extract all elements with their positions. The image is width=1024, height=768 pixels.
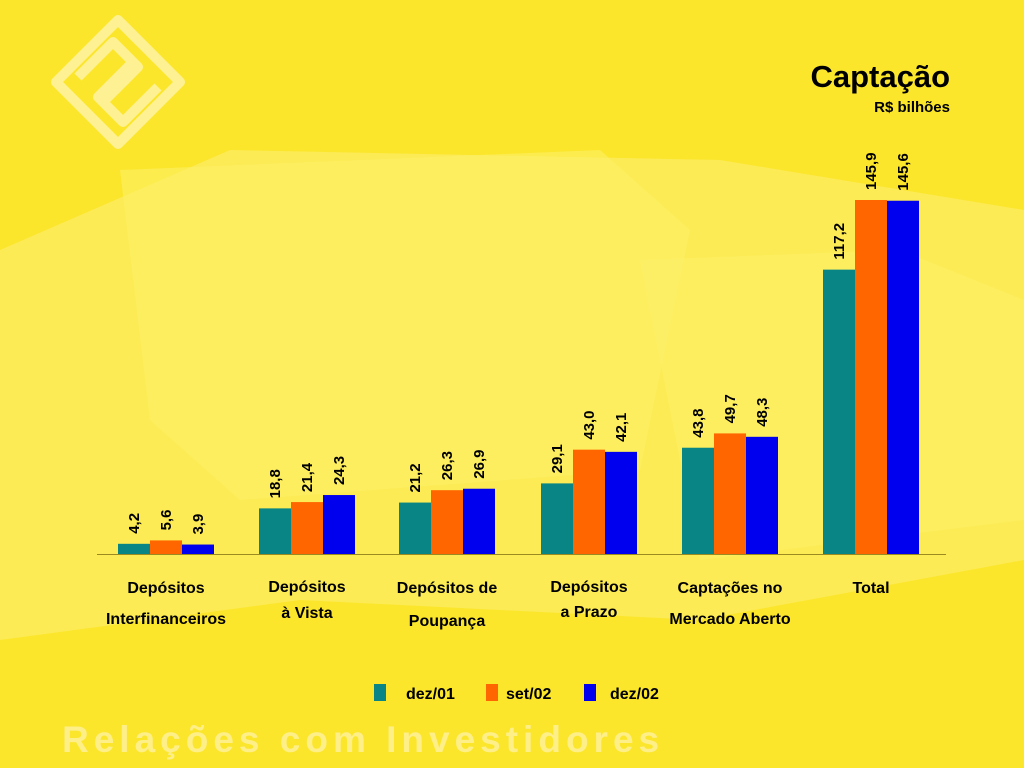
bar-set-02-5: [714, 433, 746, 554]
data-label: 4,2: [126, 513, 143, 534]
bar-dez-01-5: [682, 447, 714, 554]
data-label: 48,3: [754, 398, 771, 427]
legend-label-dez-01: dez/01: [406, 686, 455, 703]
data-label: 24,3: [331, 456, 348, 485]
category-labels: Depósitos Interfinanceiros Depósitos à Vist…: [106, 579, 890, 630]
plot-area: 4,2 5,6 3,9 18,8 21,4 24,3 21,2 26,3 26,9 29,1 43,…: [97, 152, 946, 555]
category-label: Poupança: [409, 613, 486, 630]
bar-dez-01-3: [399, 502, 431, 554]
bar-dez-01-6: [823, 269, 855, 554]
category-label: Interfinanceiros: [106, 611, 226, 628]
legend-swatch-dez-02: [584, 684, 596, 701]
category-label: Depósitos de: [397, 580, 498, 597]
bar-set-02-4: [573, 449, 605, 554]
chart-title: Captação: [810, 59, 950, 94]
bar-dez-02-5: [746, 436, 778, 554]
chart-subtitle: R$ bilhões: [874, 99, 950, 116]
bar-set-02-1: [150, 540, 182, 554]
category-label: Total: [852, 580, 889, 597]
bar-dez-02-2: [323, 495, 355, 554]
data-label: 21,4: [299, 462, 316, 492]
banco-do-brasil-logo: [51, 15, 185, 149]
data-label: 145,6: [895, 153, 912, 191]
category-label: à Vista: [281, 605, 332, 622]
bar-set-02-6: [855, 200, 887, 554]
category-label: Depósitos: [550, 579, 627, 596]
data-label: 145,9: [863, 152, 880, 190]
footer-text: Relações com Investidores: [62, 719, 664, 760]
data-label: 26,3: [439, 451, 456, 480]
legend-swatch-dez-01: [374, 684, 386, 701]
data-label: 43,0: [581, 410, 598, 439]
bar-dez-02-1: [182, 544, 214, 554]
legend-label-set-02: set/02: [506, 686, 551, 703]
bar-set-02-3: [431, 490, 463, 554]
bar-set-02-2: [291, 502, 323, 554]
data-label: 5,6: [158, 510, 175, 531]
data-label: 49,7: [722, 394, 739, 423]
data-label: 43,8: [690, 409, 707, 438]
bar-dez-02-3: [463, 488, 495, 554]
category-label: Depósitos: [127, 580, 204, 597]
bar-dez-01-4: [541, 483, 573, 554]
legend-swatch-set-02: [486, 684, 498, 701]
data-label: 18,8: [267, 469, 284, 498]
data-label: 3,9: [190, 514, 207, 535]
bar-dez-02-4: [605, 451, 637, 554]
bar-dez-02-6: [887, 200, 919, 554]
legend: dez/01 set/02 dez/02: [374, 684, 659, 703]
data-label: 42,1: [613, 413, 630, 442]
data-label: 21,2: [407, 463, 424, 492]
data-label: 29,1: [549, 444, 566, 473]
category-label: Depósitos: [268, 579, 345, 596]
category-label: a Prazo: [561, 604, 618, 621]
data-label: 26,9: [471, 450, 488, 479]
bar-dez-01-2: [259, 508, 291, 554]
category-label: Mercado Aberto: [669, 611, 790, 628]
data-label: 117,2: [831, 223, 848, 260]
category-label: Captações no: [678, 580, 783, 597]
legend-label-dez-02: dez/02: [610, 686, 659, 703]
bar-dez-01-1: [118, 543, 150, 554]
